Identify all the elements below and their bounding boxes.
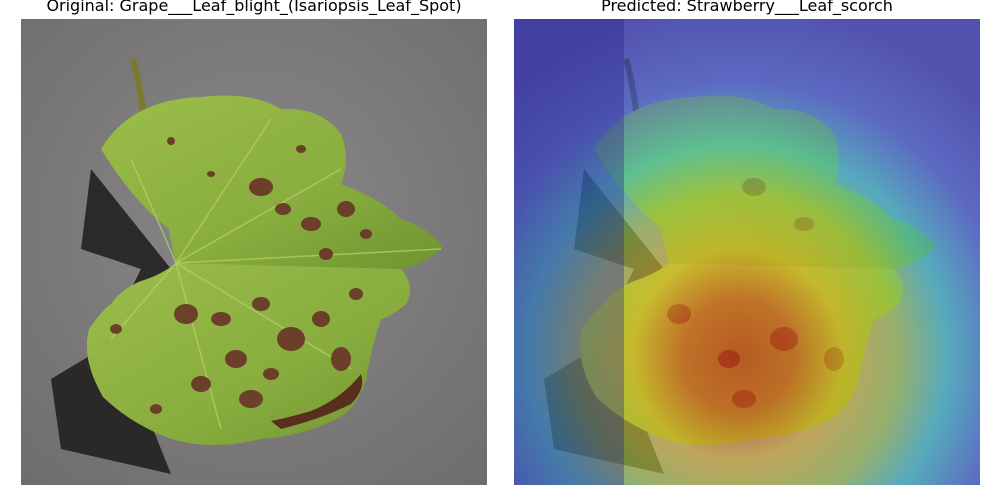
- original-title: Original: Grape___Leaf_blight_(Isariopsi…: [46, 0, 462, 15]
- predicted-panel: Predicted: Strawberry___Leaf_scorch: [514, 0, 980, 490]
- predicted-title: Predicted: Strawberry___Leaf_scorch: [601, 0, 893, 15]
- original-image: [21, 19, 487, 485]
- gradcam-overlay: [514, 19, 980, 485]
- original-panel: Original: Grape___Leaf_blight_(Isariopsi…: [21, 0, 487, 490]
- heatmap-image: [514, 19, 980, 485]
- leaf-photo: [21, 19, 487, 485]
